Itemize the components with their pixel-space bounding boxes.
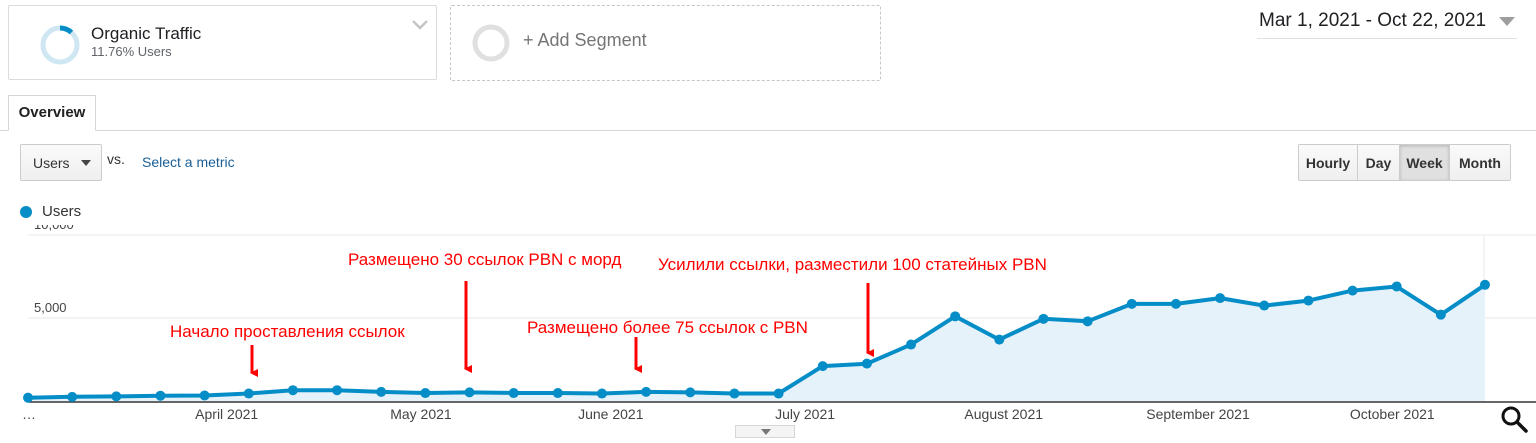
data-point[interactable]: [1170, 298, 1181, 309]
data-point[interactable]: [1259, 300, 1270, 311]
data-point[interactable]: [950, 311, 961, 322]
data-point[interactable]: [67, 391, 78, 402]
data-point[interactable]: [1215, 293, 1226, 304]
tab-overview[interactable]: Overview: [8, 95, 96, 131]
data-point[interactable]: [1303, 295, 1314, 306]
series-area-fill: [28, 284, 1485, 401]
annotation-label: Начало проставления ссылок: [170, 322, 405, 341]
data-point[interactable]: [464, 387, 475, 398]
data-point[interactable]: [861, 358, 872, 369]
data-point[interactable]: [287, 385, 298, 396]
data-point[interactable]: [332, 385, 343, 396]
granularity-month-button[interactable]: Month: [1450, 145, 1510, 180]
vs-label: vs.: [107, 151, 125, 167]
data-point[interactable]: [685, 387, 696, 398]
legend-series-label: Users: [42, 203, 82, 220]
search-icon[interactable]: [1500, 405, 1528, 433]
x-tick-label: May 2021: [390, 406, 452, 422]
data-point[interactable]: [1435, 309, 1446, 320]
legend-series-swatch: [20, 206, 32, 218]
data-point[interactable]: [1082, 316, 1093, 327]
data-point[interactable]: [376, 386, 387, 397]
data-point[interactable]: [552, 388, 563, 399]
annotation-label: Размещено 30 ссылок PBN с морд: [348, 250, 621, 269]
caret-down-icon: [761, 429, 771, 435]
data-point[interactable]: [994, 334, 1005, 345]
select-metric-link[interactable]: Select a metric: [142, 154, 235, 170]
x-tick-label: April 2021: [195, 406, 258, 422]
x-tick-label: August 2021: [964, 406, 1043, 422]
segment-ring-icon: [40, 25, 80, 65]
granularity-toggle: Hourly Day Week Month: [1298, 144, 1511, 181]
annotation-label: Усилили ссылки, разместили 100 статейных…: [658, 255, 1047, 274]
add-segment-label: + Add Segment: [523, 30, 647, 50]
metric-select[interactable]: Users: [20, 144, 102, 181]
data-point[interactable]: [23, 392, 33, 403]
users-line-chart: … April 2021 May 2021 June 2021 July 2021 Aug…: [22, 225, 1536, 422]
date-range-label: Mar 1, 2021 - Oct 22, 2021: [1259, 10, 1487, 31]
segment-subtitle: 11.76% Users: [91, 44, 172, 59]
empty-segment-ring-icon: [472, 24, 510, 62]
series-line: [27, 283, 1487, 400]
data-point[interactable]: [817, 361, 828, 372]
data-point[interactable]: [729, 388, 740, 399]
data-point[interactable]: [906, 339, 917, 350]
data-point[interactable]: [641, 386, 652, 397]
annotation-label: Размещено более 75 ссылок с PBN: [527, 318, 808, 337]
data-point[interactable]: [111, 391, 122, 402]
date-range-picker[interactable]: Mar 1, 2021 - Oct 22, 2021: [1257, 8, 1517, 39]
segment-title: Organic Traffic: [91, 24, 202, 43]
caret-down-icon: [81, 160, 91, 166]
chevron-down-icon[interactable]: [410, 18, 430, 32]
data-point[interactable]: [155, 390, 166, 401]
data-point[interactable]: [508, 388, 519, 399]
y-tick-label: 5,000: [34, 300, 67, 315]
caret-down-icon: [1499, 17, 1515, 26]
y-tick-label: 10,000: [34, 225, 74, 232]
data-point[interactable]: [1038, 313, 1049, 324]
segment-card[interactable]: Organic Traffic 11.76% Users: [8, 5, 437, 80]
x-tick-label: …: [22, 406, 36, 422]
chart-expand-handle[interactable]: [735, 425, 795, 438]
x-tick-label: October 2021: [1350, 406, 1435, 422]
x-tick-label: June 2021: [578, 406, 644, 422]
x-tick-label: July 2021: [775, 406, 835, 422]
granularity-hourly-button[interactable]: Hourly: [1299, 145, 1358, 180]
add-segment-button[interactable]: + Add Segment: [450, 5, 881, 81]
data-point[interactable]: [1391, 281, 1402, 292]
data-point[interactable]: [1126, 298, 1137, 309]
granularity-week-button[interactable]: Week: [1400, 145, 1450, 180]
x-tick-label: September 2021: [1146, 406, 1250, 422]
data-point[interactable]: [199, 390, 210, 401]
tab-bar-divider: [0, 130, 1536, 131]
data-point[interactable]: [243, 388, 254, 399]
data-point[interactable]: [773, 388, 784, 399]
metric-select-label: Users: [33, 155, 70, 171]
data-point[interactable]: [1347, 285, 1358, 296]
granularity-day-button[interactable]: Day: [1358, 145, 1400, 180]
data-point[interactable]: [596, 388, 607, 399]
data-point[interactable]: [1480, 279, 1490, 290]
data-point[interactable]: [420, 388, 431, 399]
